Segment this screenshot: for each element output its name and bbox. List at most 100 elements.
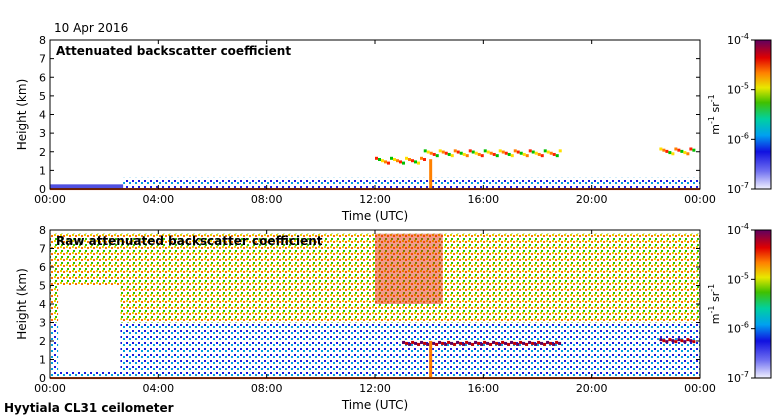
cloud-base-pixel <box>492 340 496 344</box>
cloud-base-pixel <box>689 147 693 151</box>
panel-2: Raw attenuated backscatter coefficient 0 1… <box>15 222 772 412</box>
cloud-base-pixel <box>411 159 414 163</box>
y-tick-label: 2 <box>39 146 46 159</box>
cloud-base-pixel <box>375 156 378 160</box>
cloud-base-pixel <box>450 154 454 158</box>
cloud-base-pixel <box>381 159 384 163</box>
cloud-base-pixel <box>555 340 559 344</box>
cloud-base-pixel <box>510 154 514 158</box>
cloud-base-pixel <box>468 149 472 153</box>
colorbar-tick-label: 10-7 <box>727 370 749 385</box>
x-tick-label: 20:00 <box>576 382 608 395</box>
cloud-base-pixel <box>507 152 511 156</box>
colorbar-tick-label: 10-4 <box>727 222 749 237</box>
x-tick-label: 12:00 <box>359 193 391 206</box>
cloud-base-pixel <box>534 151 538 155</box>
y-tick-label: 6 <box>39 71 46 84</box>
cloud-base-pixel <box>426 342 430 346</box>
cloud-base-pixel <box>459 151 463 155</box>
precip-streak <box>429 341 433 378</box>
panel-title: Attenuated backscatter coefficient <box>56 44 291 58</box>
colorbar-tick-label: 10-7 <box>727 181 749 196</box>
cloud-base-pixel <box>432 341 436 345</box>
cloud-base-pixel <box>396 159 399 163</box>
cloud-base-pixel <box>680 149 684 153</box>
cloud-base-pixel <box>456 340 460 344</box>
y-tick-label: 3 <box>39 317 46 330</box>
cloud-base-pixel <box>489 151 493 155</box>
cloud-base-pixel <box>408 158 411 161</box>
cloud-base-pixel <box>408 342 412 346</box>
cloud-base-pixel <box>435 154 439 158</box>
cloud-base-pixel <box>549 151 553 155</box>
cloud-base-pixel <box>528 340 532 344</box>
cloud-base-pixel <box>683 340 687 344</box>
cloud-base-pixel <box>525 154 529 158</box>
cloud-base-pixel <box>510 340 514 344</box>
cloud-base-pixel <box>507 342 511 346</box>
cloud-base-pixel <box>522 152 526 156</box>
cloud-base-pixel <box>390 156 393 160</box>
y-tick-label: 0 <box>39 372 46 385</box>
cloud-base-pixel <box>501 340 505 344</box>
cloud-base-pixel <box>438 149 442 153</box>
instrument-label: Hyytiala CL31 ceilometer <box>4 401 174 415</box>
cloud-base-pixel <box>674 340 678 344</box>
cloud-base-pixel <box>384 160 387 164</box>
y-tick-label: 7 <box>39 243 46 256</box>
colorbar-tick-label: 10-6 <box>727 321 749 336</box>
x-tick-label: 20:00 <box>576 193 608 206</box>
y-tick-label: 1 <box>39 354 46 367</box>
cloud-base-pixel <box>534 342 538 346</box>
cloud-base-pixel <box>411 340 415 344</box>
cloud-base-pixel <box>495 154 499 158</box>
cloud-base-pixel <box>558 149 562 153</box>
cloud-base-pixel <box>668 151 672 155</box>
cloud-base-pixel <box>492 152 496 156</box>
cloud-base-pixel <box>387 161 390 165</box>
x-axis-label: Time (UTC) <box>341 398 408 412</box>
cloud-base-pixel <box>504 341 508 345</box>
cloud-base-pixel <box>441 150 445 154</box>
x-tick-label: 08:00 <box>251 193 283 206</box>
cloud-base-pixel <box>456 150 460 154</box>
cloud-base-pixel <box>540 154 544 158</box>
cloud-base-pixel <box>552 342 556 346</box>
cloud-base-pixel <box>519 151 523 155</box>
cloud-base-pixel <box>513 341 517 345</box>
cloud-base-pixel <box>450 341 454 345</box>
colorbar-tick-label: 10-6 <box>727 131 749 146</box>
cloud-base-pixel <box>405 156 408 160</box>
cloud-base-pixel <box>546 340 550 344</box>
x-tick-label: 00:00 <box>684 193 716 206</box>
cloud-base-pixel <box>405 341 409 345</box>
colorbar-tick-label: 10-5 <box>727 82 749 97</box>
cloud-base-pixel <box>423 158 426 161</box>
x-tick-label: 00:00 <box>34 193 66 206</box>
y-tick-label: 4 <box>39 109 46 122</box>
cloud-base-pixel <box>552 152 556 156</box>
cloud-base-pixel <box>522 341 526 345</box>
cloud-base-pixel <box>465 154 469 158</box>
cloud-base-pixel <box>453 149 457 153</box>
cloud-base-pixel <box>423 149 427 153</box>
cloud-base-pixel <box>674 147 678 151</box>
cloud-base-pixel <box>549 341 553 345</box>
y-axis-label: Height (km) <box>15 268 29 339</box>
cloud-base-pixel <box>686 152 690 156</box>
noise-lower <box>50 322 700 378</box>
cloud-base-pixel <box>447 152 451 156</box>
cloud-base-pixel <box>537 340 541 344</box>
x-tick-label: 04:00 <box>142 193 174 206</box>
cloud-base-pixel <box>671 152 675 156</box>
cloud-base-pixel <box>474 340 478 344</box>
cloud-base-pixel <box>665 149 669 153</box>
cloud-base-pixel <box>516 342 520 346</box>
noise-upper <box>50 233 700 323</box>
cloud-base-pixel <box>665 340 669 344</box>
cloud-base-pixel <box>441 341 445 345</box>
cloud-base-pixel <box>465 340 469 344</box>
cloud-base-pixel <box>668 338 672 342</box>
colorbar-tick-label: 10-5 <box>727 271 749 286</box>
